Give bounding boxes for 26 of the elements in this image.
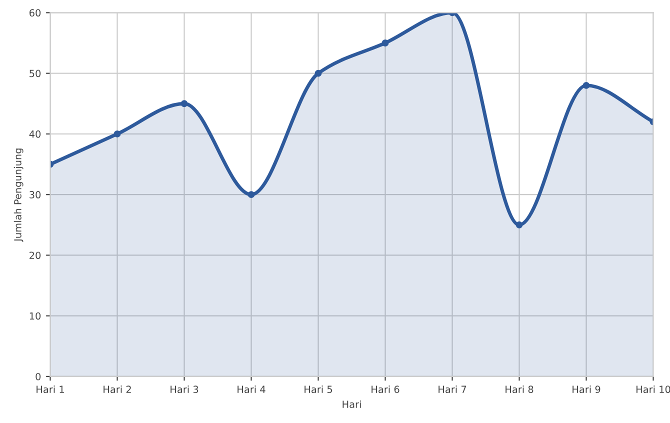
point [382,40,389,46]
x-tick-label: Hari 1 [36,386,64,394]
y-tick-label: 10 [30,312,41,320]
y-tick-label: 50 [30,70,41,78]
point [180,100,188,108]
y-tick-label: 0 [36,372,41,380]
point [314,70,322,77]
x-tick-label: Hari 5 [304,386,332,394]
x-tick-label: Hari 6 [372,386,400,394]
point [582,82,590,89]
point [516,221,523,228]
point [248,191,255,198]
x-tick-label: Hari 3 [170,386,198,394]
y-tick-label: 60 [30,9,41,17]
point [114,130,121,138]
x-axis-title: Hari [342,400,361,408]
x-tick-label: Hari 7 [438,386,466,394]
y-tick-label: 20 [30,252,41,260]
x-tick-label: Hari 2 [104,386,131,394]
y-axis-title: Jumlah Pengunjung [14,148,24,242]
x-tick-label: Hari 8 [506,386,534,394]
x-tick-label: Hari 4 [238,386,266,394]
x-tick-label: Hari 9 [572,386,600,394]
x-tick-label: Hari 10 [636,386,670,394]
y-tick-label: 30 [30,191,41,198]
y-tick-label: 40 [29,130,41,138]
